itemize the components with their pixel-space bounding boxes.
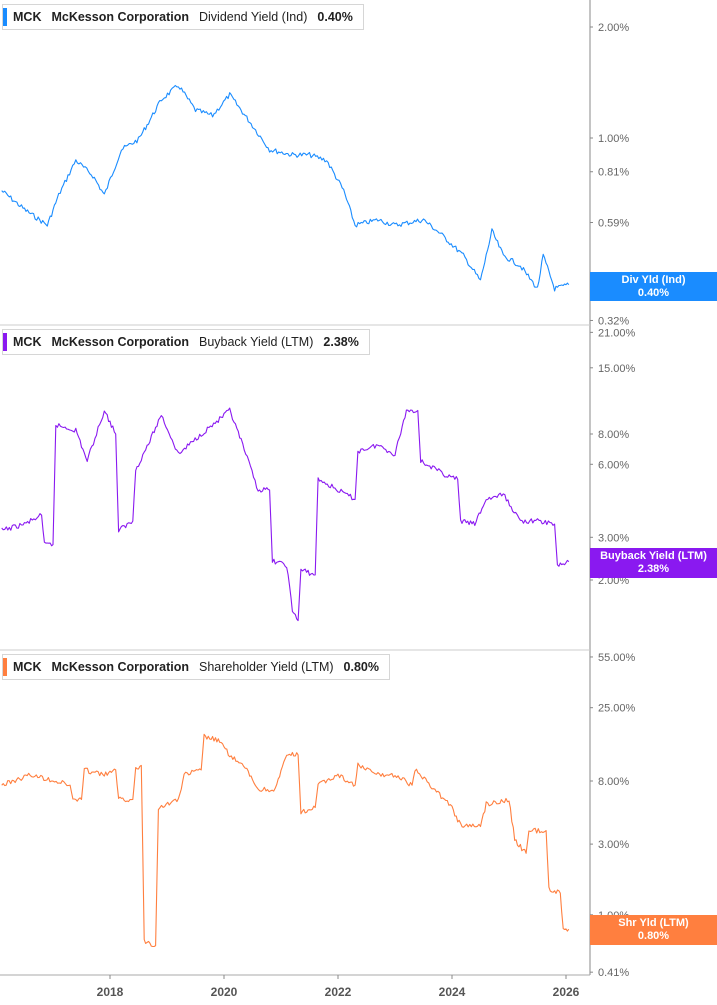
tag-label: Shr Yld (LTM) bbox=[618, 917, 689, 929]
legend-metric: Dividend Yield (Ind) bbox=[198, 10, 308, 24]
y-tick-label: 0.81% bbox=[598, 167, 629, 179]
y-tick-label: 2.00% bbox=[598, 575, 629, 587]
y-tick-label: 2.00% bbox=[598, 22, 629, 34]
y-tick-label: 8.00% bbox=[598, 776, 629, 788]
tag-value: 2.38% bbox=[637, 563, 670, 575]
legend-value: 0.80% bbox=[343, 660, 379, 674]
last-value-tag-buyback: Buyback Yield (LTM) 2.38% bbox=[590, 548, 717, 578]
x-tick-label: 2024 bbox=[439, 985, 466, 999]
last-value-tag-shareholder: Shr Yld (LTM) 0.80% bbox=[590, 915, 717, 945]
x-tick-label: 2026 bbox=[553, 985, 580, 999]
y-tick-label: 0.32% bbox=[598, 315, 629, 327]
y-tick-label: 0.41% bbox=[598, 967, 629, 979]
legend-value: 0.40% bbox=[317, 10, 353, 24]
y-tick-label: 3.00% bbox=[598, 532, 629, 544]
tag-label: Buyback Yield (LTM) bbox=[600, 550, 707, 562]
legend-swatch bbox=[3, 658, 7, 676]
tag-value: 0.40% bbox=[637, 287, 670, 299]
y-tick-label: 21.00% bbox=[598, 327, 636, 339]
legend-value: 2.38% bbox=[323, 335, 359, 349]
y-tick-label: 1.00% bbox=[598, 133, 629, 145]
legend-metric: Buyback Yield (LTM) bbox=[198, 335, 314, 349]
legend-metric: Shareholder Yield (LTM) bbox=[198, 660, 334, 674]
last-value-tag-dividend: Div Yld (Ind) 0.40% bbox=[590, 272, 717, 301]
y-tick-label: 3.00% bbox=[598, 839, 629, 851]
legend-shareholder-yield[interactable]: MCK McKesson Corporation Shareholder Yie… bbox=[2, 654, 390, 680]
tag-label: Div Yld (Ind) bbox=[621, 274, 686, 286]
y-tick-label: 6.00% bbox=[598, 459, 629, 471]
legend-dividend-yield[interactable]: MCK McKesson Corporation Dividend Yield … bbox=[2, 4, 364, 30]
series-line-2 bbox=[1, 733, 570, 948]
y-tick-label: 0.59% bbox=[598, 217, 629, 229]
legend-swatch bbox=[3, 8, 7, 26]
legend-ticker: MCK bbox=[13, 335, 42, 349]
y-tick-label: 8.00% bbox=[598, 429, 629, 441]
legend-ticker: MCK bbox=[13, 660, 42, 674]
legend-ticker: MCK bbox=[13, 10, 42, 24]
y-tick-label: 15.00% bbox=[598, 363, 636, 375]
series-line-0 bbox=[1, 84, 570, 292]
x-tick-label: 2022 bbox=[325, 985, 352, 999]
legend-company: McKesson Corporation bbox=[51, 660, 189, 674]
series-line-1 bbox=[1, 407, 570, 622]
legend-company: McKesson Corporation bbox=[51, 335, 189, 349]
x-tick-label: 2018 bbox=[97, 985, 124, 999]
legend-company: McKesson Corporation bbox=[51, 10, 189, 24]
tag-value: 0.80% bbox=[637, 930, 670, 942]
y-tick-label: 25.00% bbox=[598, 703, 636, 715]
legend-buyback-yield[interactable]: MCK McKesson Corporation Buyback Yield (… bbox=[2, 329, 370, 355]
legend-swatch bbox=[3, 333, 7, 351]
y-tick-label: 55.00% bbox=[598, 652, 636, 664]
x-tick-label: 2020 bbox=[211, 985, 238, 999]
